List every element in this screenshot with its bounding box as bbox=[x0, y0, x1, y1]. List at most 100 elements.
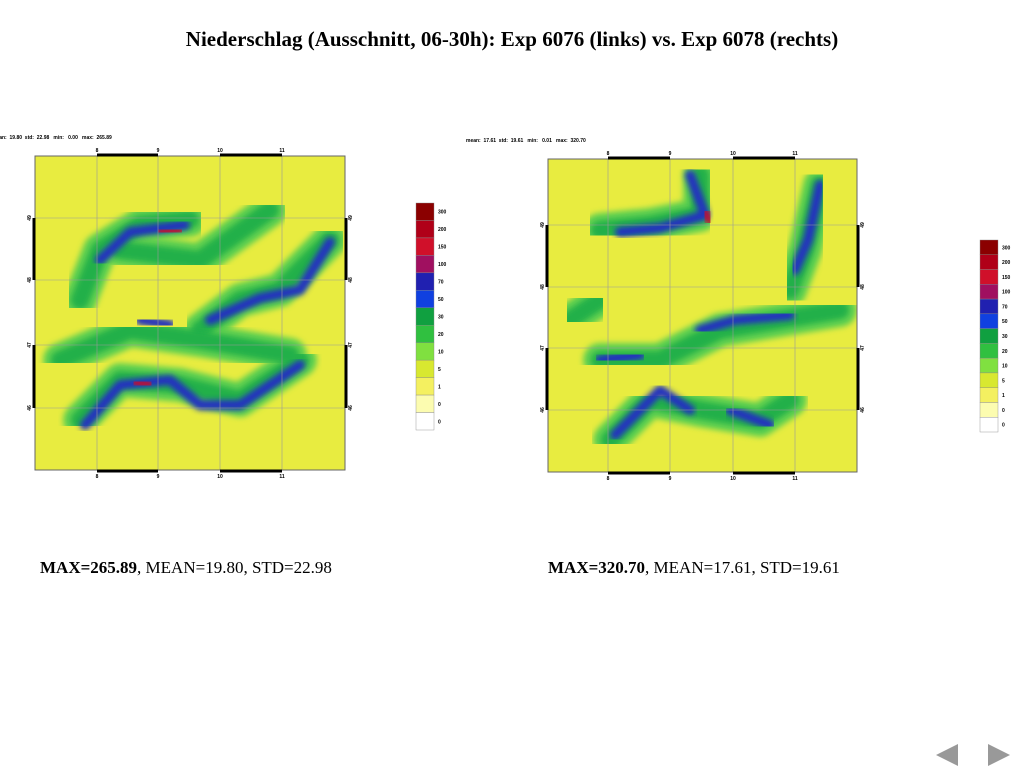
blue-band bbox=[725, 405, 775, 430]
lon-label: 11 bbox=[279, 148, 285, 154]
lon-label: 10 bbox=[217, 148, 223, 154]
blue-band bbox=[615, 170, 710, 237]
caption-max: MAX=265.89 bbox=[40, 558, 137, 577]
stats-header: mean: 17.61 std: 19.61 min: 0.01 max: 32… bbox=[466, 138, 586, 144]
caption-stats: , MEAN=19.80, STD=22.98 bbox=[137, 558, 332, 577]
colorbar-label: 50 bbox=[1002, 319, 1008, 325]
colorbar-label: 300 bbox=[1002, 245, 1011, 251]
lat-label: 48 bbox=[27, 277, 33, 283]
colorbar-box bbox=[415, 359, 435, 378]
colorbar-box bbox=[979, 284, 999, 300]
colorbar-box bbox=[979, 298, 999, 315]
colorbar-label: 0 bbox=[1002, 423, 1005, 429]
colorbar-box bbox=[979, 239, 999, 255]
blue-band bbox=[80, 360, 305, 430]
blue-band bbox=[595, 350, 645, 365]
colorbar-label: 70 bbox=[1002, 304, 1008, 310]
colorbar-label: 0 bbox=[438, 419, 441, 425]
blue-band bbox=[695, 310, 795, 335]
caption: MAX=265.89, MEAN=19.80, STD=22.98 bbox=[40, 558, 332, 577]
colorbar-box bbox=[415, 290, 435, 308]
colorbar-box bbox=[415, 412, 435, 431]
lat-label: 46 bbox=[860, 407, 866, 413]
colorbar-box bbox=[979, 372, 999, 388]
lat-label: 49 bbox=[27, 215, 33, 221]
blue-band bbox=[205, 237, 335, 325]
next-button[interactable] bbox=[988, 744, 1010, 766]
colorbar-label: 100 bbox=[438, 262, 447, 268]
lat-label: 48 bbox=[540, 284, 546, 290]
lon-label: 11 bbox=[792, 476, 798, 482]
colorbar-label: 10 bbox=[1002, 364, 1008, 370]
colorbar-box bbox=[979, 387, 999, 403]
caption-stats: , MEAN=17.61, STD=19.61 bbox=[645, 558, 840, 577]
colorbar-label: 30 bbox=[438, 315, 444, 321]
lon-label: 9 bbox=[669, 151, 672, 157]
red-spot bbox=[131, 378, 154, 389]
colorbar-box bbox=[979, 402, 999, 418]
colorbar-box bbox=[979, 313, 999, 329]
colorbar-label: 50 bbox=[438, 297, 444, 303]
lat-label: 49 bbox=[540, 222, 546, 228]
colorbar-box bbox=[979, 417, 999, 433]
lon-label: 8 bbox=[96, 474, 99, 480]
lon-label: 11 bbox=[792, 151, 798, 157]
caption-max: MAX=320.70 bbox=[548, 558, 645, 577]
colorbar-label: 300 bbox=[438, 210, 447, 216]
colorbar-label: 70 bbox=[438, 280, 444, 286]
colorbar-box bbox=[415, 255, 435, 274]
colorbar-box bbox=[415, 394, 435, 413]
lon-label: 8 bbox=[96, 148, 99, 154]
colorbar-label: 0 bbox=[438, 402, 441, 408]
colorbar-label: 150 bbox=[1002, 275, 1011, 281]
lat-label: 47 bbox=[540, 345, 546, 351]
precip-field bbox=[548, 159, 857, 472]
colorbar-label: 200 bbox=[438, 227, 447, 233]
green-core bbox=[561, 291, 609, 329]
lat-label: 49 bbox=[348, 215, 354, 221]
colorbar-label: 1 bbox=[1002, 393, 1005, 399]
lon-label: 11 bbox=[279, 474, 285, 480]
map-frame bbox=[34, 155, 346, 471]
colorbar-box bbox=[415, 272, 435, 291]
colorbar-label: 20 bbox=[1002, 349, 1008, 355]
colorbar-label: 10 bbox=[438, 349, 444, 355]
colorbar-box bbox=[415, 325, 435, 343]
colorbar-box bbox=[415, 220, 435, 239]
colorbar-box bbox=[979, 269, 999, 285]
lat-label: 47 bbox=[860, 345, 866, 351]
colorbar-label: 5 bbox=[1002, 378, 1005, 384]
lon-label: 10 bbox=[730, 151, 736, 157]
colorbar-label: 20 bbox=[438, 332, 444, 338]
lon-label: 9 bbox=[157, 148, 160, 154]
map-frame bbox=[547, 158, 858, 473]
colorbar-box bbox=[415, 237, 435, 256]
colorbar-label: 100 bbox=[1002, 290, 1011, 296]
colorbar-label: 150 bbox=[438, 245, 447, 251]
lat-label: 46 bbox=[540, 407, 546, 413]
colorbar-label: 1 bbox=[438, 384, 441, 390]
colorbar-box bbox=[979, 343, 999, 359]
colorbar-box bbox=[979, 254, 999, 270]
lat-label: 48 bbox=[348, 277, 354, 283]
red-spot bbox=[701, 208, 714, 226]
lon-label: 10 bbox=[217, 474, 223, 480]
green-core bbox=[111, 201, 279, 269]
lat-label: 47 bbox=[27, 342, 33, 348]
colorbar-label: 200 bbox=[1002, 260, 1011, 266]
colorbar-box bbox=[979, 328, 999, 344]
prev-button[interactable] bbox=[936, 744, 958, 766]
colorbar-box bbox=[979, 357, 999, 374]
lat-label: 47 bbox=[348, 342, 354, 348]
blue-band bbox=[790, 180, 825, 275]
lon-label: 8 bbox=[607, 476, 610, 482]
lat-label: 48 bbox=[860, 284, 866, 290]
caption: MAX=320.70, MEAN=17.61, STD=19.61 bbox=[548, 558, 840, 577]
colorbar-label: 30 bbox=[1002, 334, 1008, 340]
colorbar-label: 5 bbox=[438, 367, 441, 373]
lat-label: 49 bbox=[860, 222, 866, 228]
